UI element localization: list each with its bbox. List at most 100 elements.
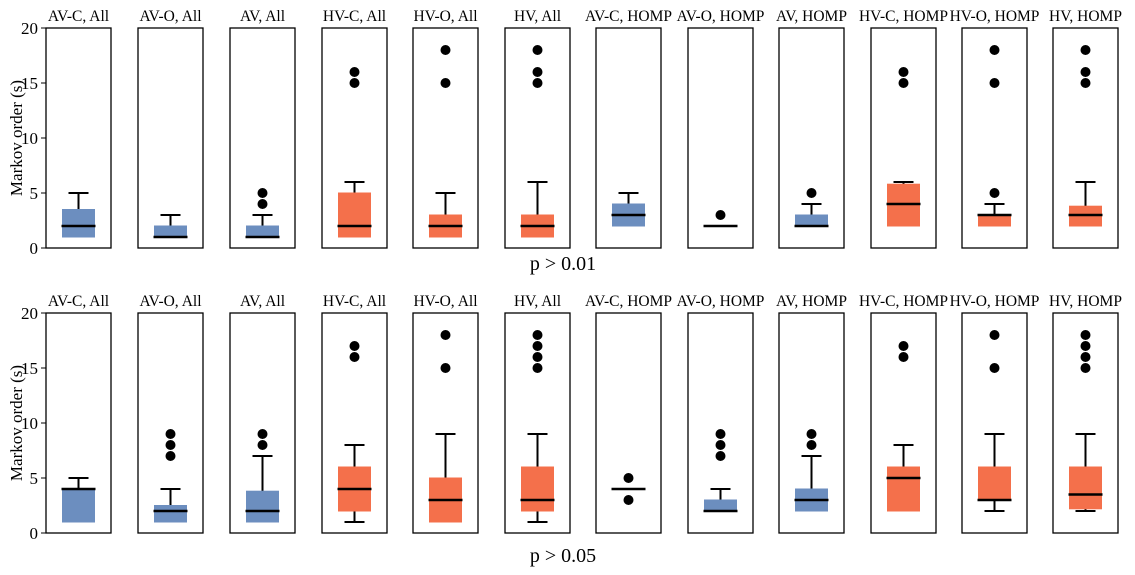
y-axis-label: Markov order (s) xyxy=(7,80,26,196)
panel-title: HV, HOMP xyxy=(1049,293,1122,310)
box-panel: HV, All xyxy=(504,293,571,534)
iqr-box xyxy=(246,225,279,238)
panel-title: HV, All xyxy=(514,293,561,310)
outlier-point xyxy=(1080,352,1091,362)
outlier-point xyxy=(349,352,360,362)
outlier-point xyxy=(623,473,634,483)
panel-frame xyxy=(229,312,296,534)
iqr-box xyxy=(521,466,554,512)
outlier-point xyxy=(165,429,176,439)
iqr-box xyxy=(978,466,1011,501)
panel-title: AV-C, HOMP xyxy=(585,293,672,310)
box-panel: HV-C, HOMP xyxy=(859,8,948,249)
outlier-point xyxy=(715,210,726,220)
outlier-point xyxy=(532,352,543,362)
panel-title: HV-O, HOMP xyxy=(950,8,1040,25)
panel-title: HV-O, HOMP xyxy=(950,293,1040,310)
outlier-point xyxy=(165,440,176,450)
outlier-point xyxy=(806,440,817,450)
outlier-point xyxy=(532,363,543,373)
outlier-point xyxy=(349,341,360,351)
panel-frame xyxy=(778,312,845,534)
box-panel: HV, HOMP xyxy=(1049,293,1122,534)
panel-frame xyxy=(412,27,479,249)
iqr-box xyxy=(978,214,1011,227)
outlier-point xyxy=(898,341,909,351)
outlier-point xyxy=(806,188,817,198)
outlier-point xyxy=(1080,363,1091,373)
panel-frame xyxy=(870,27,937,249)
panel-title: HV-C, All xyxy=(323,8,386,25)
panel-title: AV, All xyxy=(240,8,285,25)
outlier-point xyxy=(989,78,1000,88)
y-tick-label: 20 xyxy=(21,19,38,38)
panel-frame xyxy=(870,312,937,534)
box-panel: HV-O, HOMP xyxy=(950,293,1040,534)
outlier-point xyxy=(349,67,360,77)
box-panel: AV, All xyxy=(229,8,296,249)
outlier-point xyxy=(1080,78,1091,88)
box-panel: HV-O, All xyxy=(412,8,479,249)
panel-frame xyxy=(412,312,479,534)
y-tick-label: 10 xyxy=(21,414,38,433)
iqr-box xyxy=(246,490,279,523)
outlier-point xyxy=(532,330,543,340)
panel-title: HV-C, All xyxy=(323,293,386,310)
outlier-point xyxy=(257,188,268,198)
y-tick-label: 10 xyxy=(21,129,38,148)
panel-frame xyxy=(45,27,112,249)
outlier-point xyxy=(715,429,726,439)
panel-title: AV-O, All xyxy=(139,8,201,25)
y-tick-label: 5 xyxy=(30,184,39,203)
y-tick-label: 5 xyxy=(30,469,39,488)
panel-frame xyxy=(504,312,571,534)
outlier-point xyxy=(1080,67,1091,77)
panel-frame xyxy=(137,27,204,249)
box-panel: AV-O, All xyxy=(137,293,204,534)
row-caption: p > 0.01 xyxy=(530,253,596,275)
panel-title: AV-O, All xyxy=(139,293,201,310)
iqr-box xyxy=(704,499,737,512)
panel-title: HV, HOMP xyxy=(1049,8,1122,25)
outlier-point xyxy=(1080,45,1091,55)
boxplot-row-1: 0 5 10 15 20 Markov order (s) p > 0.01 AV-C, Al… xyxy=(7,8,1122,275)
panel-frame xyxy=(778,27,845,249)
iqr-box xyxy=(154,225,187,238)
box-panel: AV-C, All xyxy=(45,8,112,249)
outlier-point xyxy=(715,440,726,450)
iqr-box xyxy=(62,209,95,238)
outlier-point xyxy=(532,341,543,351)
panel-frame xyxy=(595,312,662,534)
outlier-point xyxy=(898,67,909,77)
outlier-point xyxy=(257,199,268,209)
outlier-point xyxy=(898,78,909,88)
panel-frame xyxy=(687,312,754,534)
outlier-point xyxy=(257,440,268,450)
box-panel: AV-O, All xyxy=(137,8,204,249)
box-panel: AV, HOMP xyxy=(776,8,847,249)
panel-title: HV-O, All xyxy=(413,293,477,310)
outlier-point xyxy=(806,429,817,439)
box-panel: HV-C, All xyxy=(321,293,388,534)
outlier-point xyxy=(440,45,451,55)
panel-title: AV, HOMP xyxy=(776,293,847,310)
box-panel: AV, All xyxy=(229,293,296,534)
panel-frame xyxy=(321,312,388,534)
y-tick-label: 15 xyxy=(21,359,38,378)
panel-frame xyxy=(229,27,296,249)
row-caption: p > 0.05 xyxy=(530,545,596,567)
iqr-box xyxy=(338,192,371,238)
outlier-point xyxy=(532,45,543,55)
y-axis-label: Markov order (s) xyxy=(7,365,26,481)
panel-title: AV-C, All xyxy=(48,8,109,25)
outlier-point xyxy=(898,352,909,362)
box-panel: HV, All xyxy=(504,8,571,249)
panel-title: AV, All xyxy=(240,293,285,310)
panel-title: HV-C, HOMP xyxy=(859,8,948,25)
box-panel: AV-C, All xyxy=(45,293,112,534)
panel-frame xyxy=(1052,27,1119,249)
panel-frame xyxy=(137,312,204,534)
iqr-box xyxy=(154,505,187,523)
